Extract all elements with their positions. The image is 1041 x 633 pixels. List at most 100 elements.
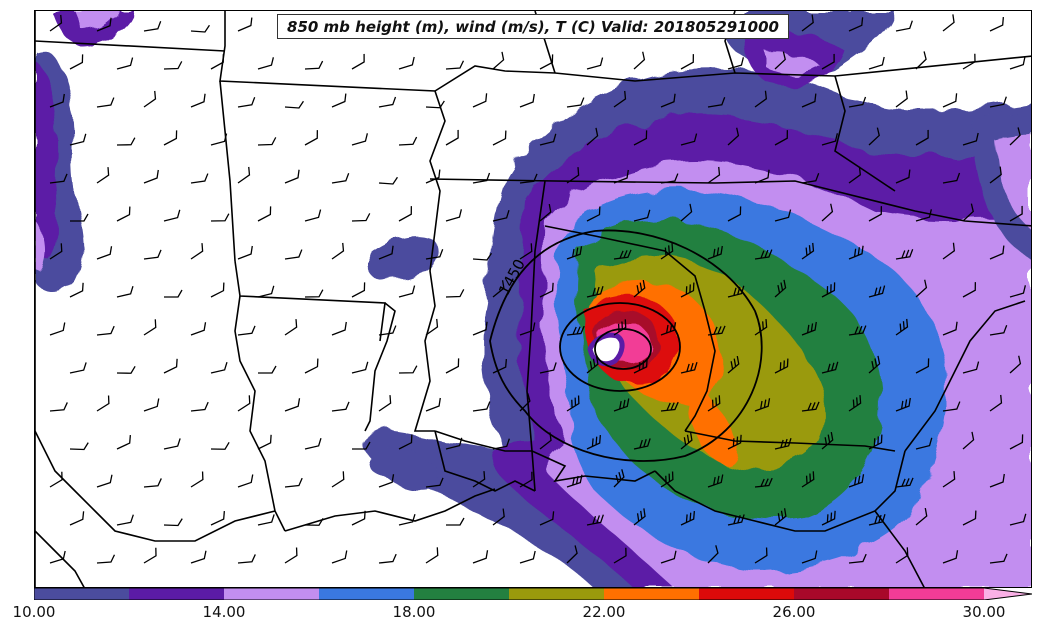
colorbar-tick-label: 10.00 <box>12 603 56 621</box>
colorbar-cell <box>414 588 510 600</box>
wind-barb <box>1009 127 1021 146</box>
wind-barb <box>566 545 578 564</box>
colorbar-cell <box>129 588 225 600</box>
wind-barb <box>539 133 557 146</box>
wind-barb <box>754 319 768 336</box>
wind-barb <box>1009 355 1022 374</box>
wind-barb <box>660 173 679 184</box>
wind-barb <box>472 321 488 336</box>
wind-barb <box>210 361 228 374</box>
state-boundaries <box>35 11 1031 587</box>
wind-barb <box>633 358 648 374</box>
wind-barb <box>116 57 134 70</box>
wind-barb <box>707 474 724 488</box>
wind-barb <box>492 209 510 222</box>
wind-barb <box>821 133 839 146</box>
wind-barb <box>49 93 65 108</box>
wind-barb <box>445 209 463 222</box>
wind-barb <box>284 477 303 488</box>
wind-barb <box>613 469 625 488</box>
wind-barb <box>586 206 601 222</box>
wind-barb <box>49 550 66 564</box>
wind-barb <box>942 14 955 32</box>
wind-barb <box>1009 513 1027 526</box>
wind-barb <box>848 245 864 260</box>
wind-barb <box>868 285 886 298</box>
wind-barb <box>445 437 463 450</box>
wind-barb <box>190 322 207 336</box>
wind-barb <box>284 169 300 184</box>
wind-barb <box>633 130 648 146</box>
wind-barb <box>821 510 836 526</box>
wind-barb <box>962 203 974 222</box>
wind-barb <box>257 57 275 70</box>
map-title: 850 mb height (m), wind (m/s), T (C) Val… <box>287 17 779 36</box>
wind-barb <box>304 358 319 374</box>
wind-barb <box>164 289 183 298</box>
wind-barb <box>660 93 676 108</box>
wind-barb <box>539 432 552 450</box>
wind-barb <box>519 471 533 488</box>
wind-barb <box>727 355 740 374</box>
wind-barb <box>633 508 646 526</box>
wind-barb <box>586 127 599 146</box>
colorbar-cell <box>794 588 890 600</box>
wind-barb <box>304 517 324 526</box>
wind-barb <box>49 14 63 32</box>
wind-barb <box>727 127 740 146</box>
wind-barb <box>727 434 742 450</box>
wind-barb <box>915 51 927 70</box>
wind-barb <box>1009 285 1027 298</box>
wind-barb <box>962 282 976 298</box>
wind-speed-map: 1450 <box>35 11 1031 587</box>
wind-barb <box>754 547 768 564</box>
wind-barb <box>915 507 928 526</box>
wind-barb <box>398 56 415 70</box>
wind-barb <box>210 510 226 526</box>
wind-barb <box>989 394 1003 412</box>
wind-barb <box>351 361 369 374</box>
wind-barb <box>519 173 538 184</box>
wind-barb <box>942 93 958 108</box>
wind-barb <box>680 432 693 450</box>
wind-barb <box>660 550 677 564</box>
wind-barb <box>942 242 956 260</box>
wind-barb <box>257 285 275 298</box>
wind-barb <box>586 285 604 298</box>
wind-barb <box>492 51 505 70</box>
wind-barb <box>680 133 698 146</box>
wind-barb <box>539 54 554 70</box>
wind-barb <box>143 398 160 412</box>
wind-barb <box>492 438 510 450</box>
wind-barb <box>96 554 116 564</box>
wind-barb <box>143 90 157 108</box>
wind-barb <box>492 358 508 374</box>
wind-barb <box>163 61 183 70</box>
wind-barb <box>378 474 395 488</box>
wind-barb <box>352 441 371 450</box>
wind-barb <box>163 209 181 222</box>
wind-barb <box>284 249 303 260</box>
wind-barb <box>895 169 911 184</box>
wind-barb <box>425 249 444 260</box>
wind-barb <box>472 471 486 488</box>
wind-barb <box>942 172 961 184</box>
wind-barb <box>257 434 272 450</box>
wind-barb <box>707 166 721 184</box>
colorbar-cells <box>34 588 1032 600</box>
wind-barbs <box>49 14 1027 564</box>
wind-barb <box>613 90 627 108</box>
wind-barb <box>69 362 87 374</box>
wind-barb <box>49 322 66 336</box>
wind-barb <box>237 245 253 260</box>
wind-barb <box>96 97 115 108</box>
wind-barb <box>754 90 768 108</box>
wind-barb <box>190 471 204 488</box>
wind-barb <box>989 166 1002 184</box>
wind-barb <box>378 245 394 260</box>
wind-barb <box>680 54 694 70</box>
wind-barb <box>586 356 599 374</box>
wind-barb <box>190 173 209 184</box>
wind-barb <box>492 508 505 526</box>
colorbar-tick-label: 30.00 <box>962 603 1006 621</box>
